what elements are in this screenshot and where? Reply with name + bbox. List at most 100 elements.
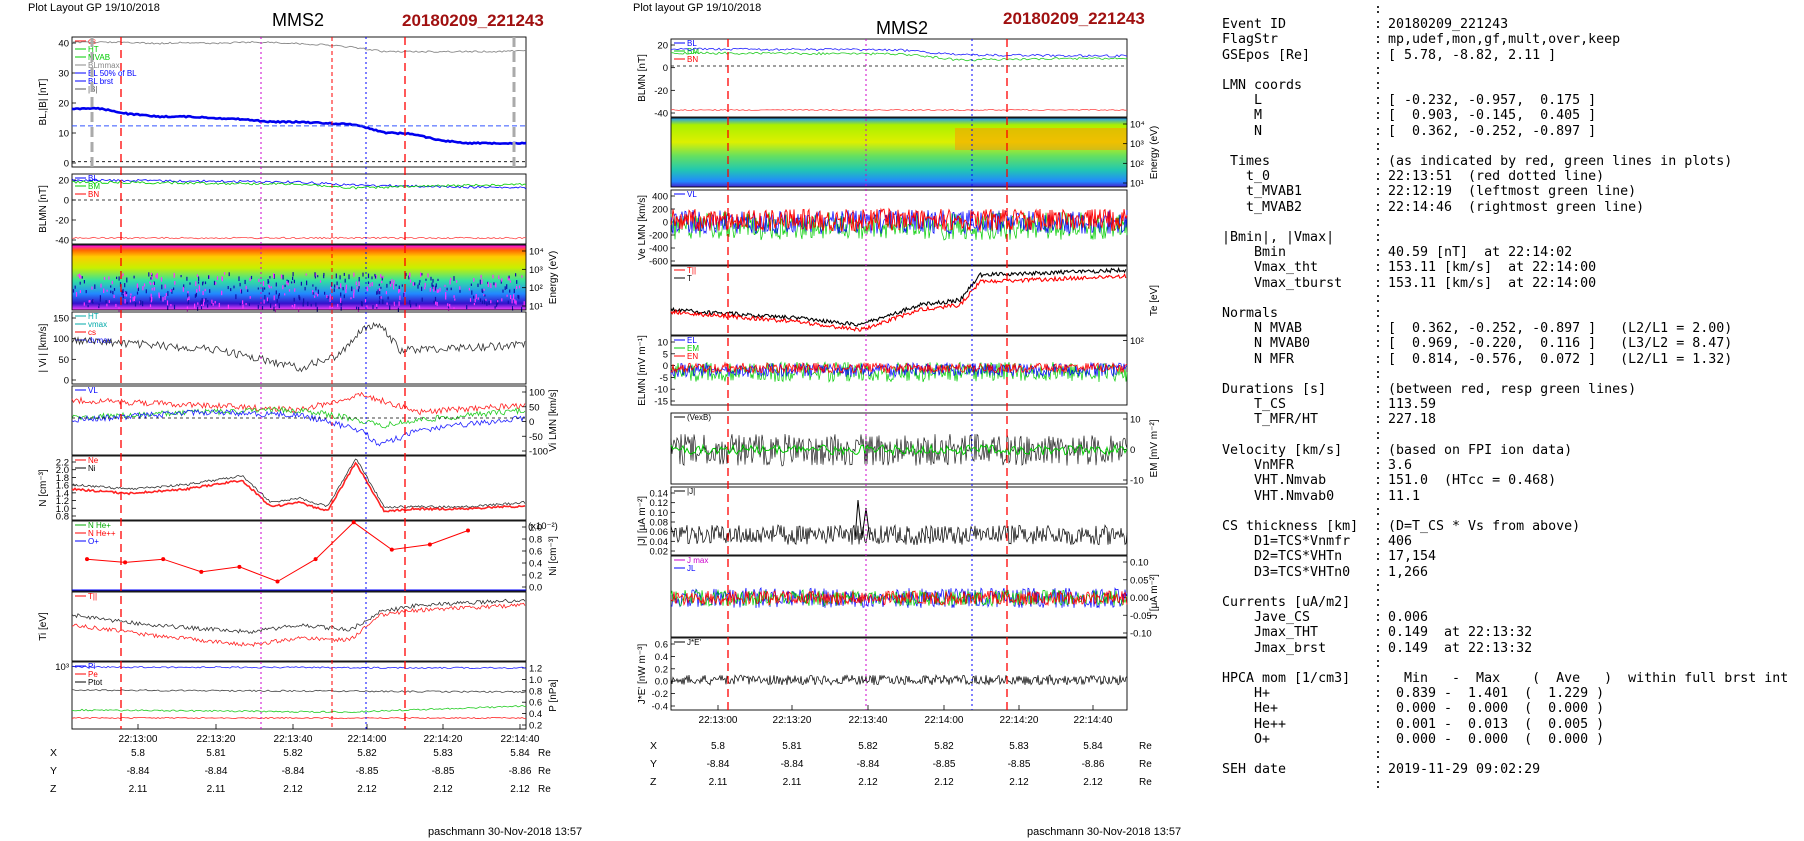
spectrogram-speck bbox=[323, 272, 325, 276]
pos-table-value: 5.8 bbox=[131, 748, 145, 759]
pos-table-unit: Re bbox=[1139, 741, 1152, 752]
spectrogram-speck bbox=[317, 293, 319, 297]
spectrogram-speck bbox=[343, 294, 345, 299]
pos-table-value: -8.84 bbox=[205, 766, 228, 777]
spectrogram-speck bbox=[488, 301, 490, 305]
y-tick-label: -400 bbox=[649, 244, 668, 255]
spectrogram-speck bbox=[408, 275, 410, 280]
info-colon: : bbox=[1374, 123, 1383, 139]
legend-entry: EN bbox=[687, 352, 698, 361]
spectrogram-speck bbox=[149, 304, 152, 308]
info-colon: : bbox=[1374, 655, 1383, 671]
spectrogram-speck bbox=[327, 296, 329, 300]
spectrogram-speck bbox=[202, 281, 204, 284]
spectrogram-speck bbox=[142, 286, 144, 291]
info-colon: : bbox=[1374, 351, 1383, 367]
info-key: D2=TCS*VHTn bbox=[1222, 549, 1343, 565]
pos-table-value: -8.85 bbox=[356, 766, 379, 777]
subplot-frame bbox=[670, 637, 1128, 711]
pos-table-value: 5.82 bbox=[934, 741, 954, 752]
info-colon: : bbox=[1374, 366, 1383, 382]
spectrogram-speck bbox=[83, 280, 85, 284]
y-axis-label: N [cm⁻³] bbox=[38, 469, 49, 507]
spectrogram-speck bbox=[227, 304, 229, 310]
pos-table-label: Y bbox=[650, 758, 657, 770]
info-row: |Bmin|, |Vmax|: bbox=[1222, 230, 1802, 245]
info-value: (between red, resp green lines) bbox=[1388, 382, 1637, 398]
spectrogram-speck bbox=[164, 284, 166, 289]
y-tick-label: 0.0 bbox=[655, 677, 668, 688]
spectrogram-speck bbox=[273, 306, 275, 312]
spectrogram-speck bbox=[83, 302, 85, 306]
spectrogram-speck bbox=[124, 291, 126, 297]
spectrogram-speck bbox=[480, 274, 482, 279]
spectrogram-speck bbox=[312, 292, 314, 295]
spectrogram-speck bbox=[263, 299, 265, 304]
spectrogram-speck bbox=[158, 292, 160, 297]
left-header: Plot Layout GP 19/10/2018 bbox=[28, 2, 160, 14]
spectrogram-speck bbox=[268, 280, 270, 284]
pos-table-value: 2.12 bbox=[1083, 777, 1103, 788]
y-tick-label: 2.2 bbox=[56, 458, 69, 469]
spectrogram-speck bbox=[218, 302, 220, 308]
info-colon: : bbox=[1374, 169, 1383, 185]
info-value: 153.11 [km/s] at 22:14:00 bbox=[1388, 275, 1597, 291]
legend-entry: vmax bbox=[88, 320, 107, 329]
pos-table-label: Y bbox=[50, 765, 57, 777]
y-tick-label: 0 bbox=[64, 196, 69, 207]
y-tick-label: 200 bbox=[652, 205, 668, 216]
spectrogram-speck bbox=[197, 302, 199, 305]
y-tick-label: 400 bbox=[652, 192, 668, 203]
spectrogram-speck bbox=[473, 295, 475, 299]
info-row: Currents [uA/m2]: bbox=[1222, 595, 1802, 610]
spectrogram-speck bbox=[494, 306, 496, 309]
vim-line bbox=[71, 406, 526, 429]
info-row: SEH date:2019-11-29 09:02:29 bbox=[1222, 762, 1802, 777]
spectrogram-speck bbox=[484, 299, 486, 305]
spectrogram-speck bbox=[155, 274, 157, 278]
spectrogram-speck bbox=[315, 302, 317, 307]
spectrogram-speck bbox=[150, 282, 152, 286]
spectrogram-speck bbox=[247, 289, 249, 292]
legend-entry: O+ bbox=[88, 537, 99, 546]
y-tick-label: 0 bbox=[1130, 445, 1135, 456]
spectrogram-speck bbox=[393, 286, 395, 290]
spectrogram-speck bbox=[512, 306, 514, 311]
spectrogram-speck bbox=[293, 297, 295, 302]
y-tick-label: 100 bbox=[529, 388, 545, 399]
info-row: : bbox=[1222, 139, 1802, 154]
spectrogram-speck bbox=[439, 287, 441, 292]
spectrogram-speck bbox=[164, 296, 166, 300]
spectrogram-speck bbox=[435, 301, 437, 305]
spectrogram-speck bbox=[201, 298, 203, 303]
spectrogram-speck bbox=[434, 285, 437, 291]
spectrogram-speck bbox=[133, 275, 135, 279]
spectrogram-speck bbox=[227, 286, 229, 290]
spectrogram-speck bbox=[137, 287, 139, 292]
spectrogram-speck bbox=[209, 289, 211, 293]
he-plus-line bbox=[86, 521, 469, 583]
spectrogram-speck bbox=[287, 282, 289, 286]
spectrogram-speck bbox=[79, 281, 81, 285]
spectrogram-speck bbox=[198, 286, 201, 292]
y-axis-label: Ti [eV] bbox=[38, 612, 49, 641]
spectrogram-speck bbox=[293, 279, 295, 284]
spectrogram-speck bbox=[329, 294, 331, 299]
info-value: 20180209_221243 bbox=[1388, 17, 1509, 33]
x-tick-label: 22:13:00 bbox=[119, 734, 158, 745]
spectrogram-speck bbox=[398, 289, 400, 294]
info-key: Jmax_brst bbox=[1222, 640, 1327, 656]
info-row: Normals: bbox=[1222, 306, 1802, 321]
spectrogram-speck bbox=[129, 299, 131, 303]
spectrogram-speck bbox=[110, 285, 112, 288]
spectrogram-speck bbox=[508, 276, 510, 281]
pos-table-value: 2.12 bbox=[1009, 777, 1029, 788]
info-key: Normals bbox=[1222, 306, 1279, 322]
y-tick-label: 0.04 bbox=[650, 537, 669, 548]
spectrogram-speck bbox=[319, 280, 322, 283]
info-key bbox=[1222, 656, 1374, 671]
spectrogram-speck bbox=[195, 281, 197, 287]
spectrogram-speck bbox=[468, 287, 470, 291]
info-key: VHT.Nmvab bbox=[1222, 473, 1327, 489]
